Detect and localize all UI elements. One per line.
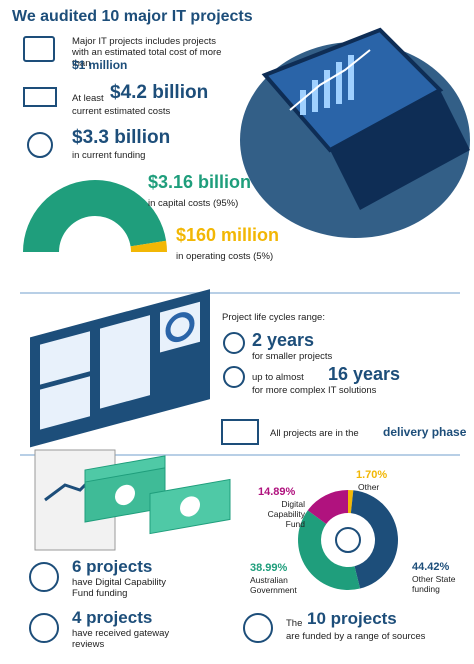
cost-text: current estimated costs [72, 106, 171, 117]
slice-label: in capital costs (95%) [148, 198, 239, 209]
lifecycle-intro: Project life cycles range: [222, 312, 325, 323]
lifecycle-text: for more complex IT solutions [252, 385, 377, 396]
lifecycle-prefix: up to almost [252, 372, 304, 383]
slice-label: in operating costs (5%) [176, 251, 274, 262]
slice-amount: $3.16 billion [148, 172, 252, 192]
phase-highlight: delivery phase [383, 425, 467, 439]
cost-highlight: $3.3 billion [72, 127, 171, 148]
funding-highlight: 6 projects [72, 557, 153, 576]
lifecycle-highlight: 16 years [328, 364, 401, 384]
pie-slice [130, 240, 167, 252]
cost-text: in current funding [72, 150, 146, 161]
pie-slice [350, 490, 398, 589]
title: We audited 10 major IT projects [12, 8, 253, 25]
funding-text: have received gateway reviews [72, 628, 170, 650]
funding-text: are funded by a range of sources [286, 631, 426, 642]
slice-value-label: 38.99% [250, 562, 288, 574]
cost-prefix: At least [72, 93, 104, 104]
cost-text: Major IT projects includes projects with… [72, 36, 222, 69]
pie-slice [23, 180, 167, 252]
funding-highlight: 10 projects [307, 609, 397, 628]
cost-highlight: $1 million [72, 58, 128, 72]
slice-label: Australian Government [250, 575, 297, 595]
funding-prefix: The [286, 618, 303, 629]
slice-label: Other [358, 482, 380, 492]
pie-slice [298, 510, 361, 590]
slice-value-label: 44.42% [412, 561, 450, 573]
phase-text: All projects are in the [270, 428, 359, 439]
slice-label: Digital Capability Fund [267, 499, 305, 529]
slice-label: Other State funding [412, 574, 456, 594]
charts [23, 180, 398, 590]
slice-amount: $160 million [176, 225, 280, 245]
cost-highlight: $4.2 billion [110, 82, 209, 103]
funding-text: have Digital Capability Fund funding [72, 577, 166, 599]
lifecycle-text: for smaller projects [252, 351, 333, 362]
pie-slice [307, 490, 348, 524]
slice-value-label: 1.70% [356, 469, 388, 481]
slice-value-label: 14.89% [258, 486, 296, 498]
funding-highlight: 4 projects [72, 608, 153, 627]
lifecycle-highlight: 2 years [252, 330, 315, 350]
pie-slice [348, 490, 354, 514]
